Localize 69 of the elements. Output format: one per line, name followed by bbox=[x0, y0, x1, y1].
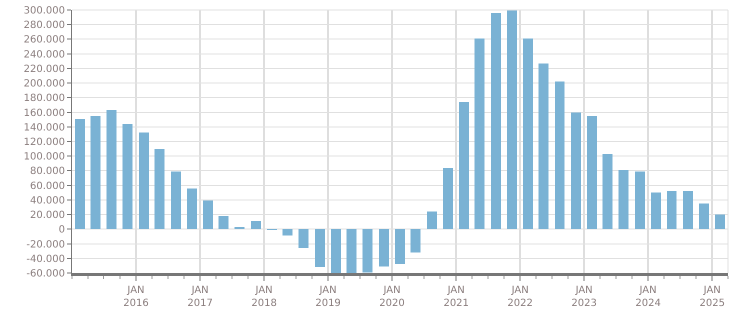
y-tick-label: -40.000 bbox=[26, 254, 65, 265]
bar bbox=[250, 221, 261, 230]
bar bbox=[506, 10, 517, 230]
y-tick-label: 40.000 bbox=[30, 195, 65, 206]
bar bbox=[523, 38, 534, 230]
bar bbox=[106, 110, 117, 230]
bar bbox=[474, 38, 485, 230]
y-tick-label: 160.000 bbox=[24, 108, 65, 119]
y-tick-label: 300.000 bbox=[24, 6, 65, 16]
x-tick-label: JAN 2025 bbox=[700, 285, 725, 309]
bar bbox=[330, 229, 341, 273]
y-tick-label: 80.000 bbox=[30, 166, 65, 178]
bar bbox=[346, 229, 357, 273]
bar bbox=[394, 229, 405, 264]
bar bbox=[538, 63, 549, 230]
bar bbox=[666, 191, 677, 230]
y-tick-label: 220.000 bbox=[24, 64, 65, 75]
bar bbox=[442, 168, 453, 230]
bar bbox=[170, 171, 181, 230]
x-tick-label: JAN 2022 bbox=[507, 285, 533, 309]
x-tick-label: JAN 2020 bbox=[379, 285, 405, 309]
x-tick-label: JAN 2021 bbox=[443, 285, 469, 309]
y-tick-label: 260.000 bbox=[24, 34, 65, 46]
y-tick-label: 140.000 bbox=[24, 122, 65, 134]
y-tick-label: 280.000 bbox=[24, 20, 65, 32]
bar bbox=[602, 154, 613, 230]
x-tick-label: JAN 2016 bbox=[123, 285, 149, 309]
y-tick-label: -60.000 bbox=[26, 268, 65, 280]
bar bbox=[378, 229, 389, 266]
bar bbox=[618, 170, 629, 230]
bar bbox=[554, 82, 565, 230]
y-tick-label: 180.000 bbox=[24, 93, 65, 104]
bar bbox=[570, 112, 581, 230]
x-tick-label: JAN 2017 bbox=[187, 285, 213, 309]
y-tick-label: 240.000 bbox=[24, 49, 65, 60]
bar bbox=[186, 188, 197, 230]
bar bbox=[634, 171, 645, 230]
bar bbox=[314, 229, 325, 268]
x-tick-label: JAN 2024 bbox=[635, 285, 661, 309]
bar bbox=[218, 216, 229, 230]
bar bbox=[490, 12, 501, 230]
bar bbox=[715, 214, 726, 230]
bar bbox=[282, 229, 293, 236]
x-tick-label: JAN 2023 bbox=[571, 285, 597, 309]
y-tick-label: 120.000 bbox=[24, 137, 65, 148]
y-tick-label: -20.000 bbox=[26, 239, 65, 250]
bar bbox=[682, 191, 693, 230]
bar bbox=[698, 204, 709, 230]
bar bbox=[650, 192, 661, 230]
y-tick-label: 60.000 bbox=[30, 180, 65, 192]
x-tick-label: JAN 2018 bbox=[251, 285, 277, 309]
y-tick-label: 0 bbox=[58, 224, 65, 236]
bar bbox=[410, 229, 421, 253]
bar bbox=[362, 229, 373, 272]
x-tick-label: JAN 2019 bbox=[315, 285, 341, 309]
bar bbox=[122, 124, 133, 230]
bar bbox=[459, 102, 470, 230]
bar bbox=[426, 212, 437, 230]
bar bbox=[154, 148, 165, 230]
y-tick-label: 100.000 bbox=[24, 152, 65, 163]
bar bbox=[234, 226, 245, 230]
bar bbox=[298, 229, 309, 248]
bar bbox=[587, 116, 597, 230]
y-tick-label: 200.000 bbox=[24, 78, 65, 90]
bar bbox=[203, 200, 213, 230]
y-tick-label: 20.000 bbox=[30, 210, 65, 222]
bar bbox=[138, 132, 149, 230]
bar bbox=[74, 118, 85, 230]
bar bbox=[90, 116, 100, 230]
